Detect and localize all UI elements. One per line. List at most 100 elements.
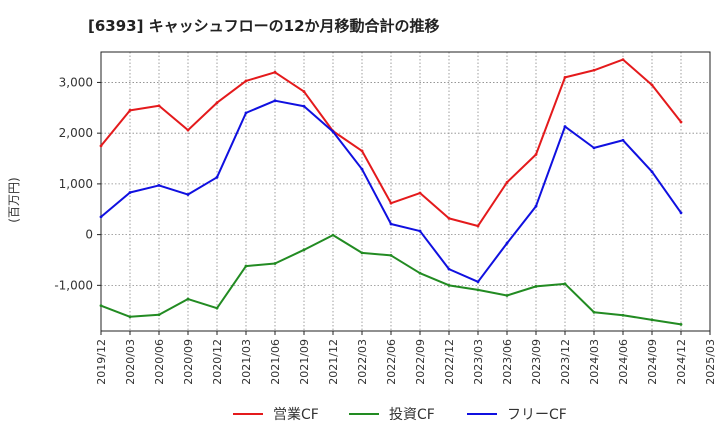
data-point [273, 99, 277, 103]
data-point [650, 318, 654, 322]
y-tick-label: 3,000 [59, 75, 93, 89]
series-lines [99, 58, 683, 326]
data-point [128, 191, 132, 194]
x-tick-label: 2024/12 [675, 339, 688, 385]
data-point [389, 201, 393, 205]
x-tick-label: 2023/12 [559, 339, 572, 385]
data-point [128, 108, 132, 112]
data-point [186, 128, 190, 132]
data-point [99, 144, 103, 148]
legend-label: 営業CF [273, 407, 319, 423]
y-tick-label: 1,000 [59, 177, 93, 191]
legend-label: 投資CF [389, 407, 435, 423]
data-point [505, 180, 509, 184]
x-tick-label: 2024/03 [588, 339, 601, 385]
data-point [592, 146, 596, 150]
legend: 営業CF 投資CF フリーCF [233, 407, 567, 423]
data-point [679, 120, 683, 124]
data-point [447, 216, 451, 220]
legend-label: フリーCF [507, 407, 567, 423]
data-point [621, 138, 625, 142]
x-tick-label: 2022/09 [414, 339, 427, 385]
data-point [389, 222, 393, 226]
data-point [505, 241, 509, 245]
x-tick-label: 2022/03 [356, 339, 369, 385]
data-point [679, 323, 683, 326]
x-axis-ticks: 2019/12 2020/03 2020/06 2020/09 2020/12 2021/… [95, 331, 717, 385]
data-point [244, 264, 248, 268]
data-point [563, 75, 567, 79]
data-point [157, 184, 161, 187]
plot-area-frame [100, 51, 711, 332]
data-point [360, 167, 364, 171]
data-point [186, 193, 190, 196]
data-point [302, 90, 306, 93]
data-point [302, 104, 306, 108]
data-point [273, 70, 277, 74]
x-tick-label: 2021/03 [240, 339, 253, 385]
data-point [476, 224, 480, 228]
x-tick-label: 2022/06 [385, 339, 398, 385]
data-point [215, 306, 219, 310]
data-point [215, 101, 219, 105]
data-point [360, 251, 364, 255]
data-point [621, 58, 625, 62]
data-point [563, 282, 567, 286]
data-point [331, 130, 335, 134]
data-point [476, 288, 480, 292]
y-tick-label: 2,000 [59, 126, 93, 140]
x-tick-label: 2020/09 [182, 339, 195, 385]
data-point [476, 280, 480, 284]
x-tick-label: 2025/03 [704, 339, 717, 385]
data-point [534, 204, 538, 208]
data-point [447, 283, 451, 287]
x-tick-label: 2020/12 [211, 339, 224, 385]
data-point [244, 79, 248, 83]
data-point [418, 229, 422, 233]
data-point [244, 111, 248, 115]
data-point [505, 294, 509, 297]
data-point [99, 304, 103, 308]
data-point [592, 310, 596, 314]
data-point [592, 68, 596, 72]
x-tick-label: 2024/09 [646, 339, 659, 385]
data-point [215, 175, 219, 179]
data-point [273, 262, 277, 265]
data-point [563, 125, 567, 128]
y-tick-label: -1,000 [54, 278, 93, 292]
data-point [534, 153, 538, 156]
x-tick-label: 2021/06 [269, 339, 282, 385]
data-point [418, 191, 422, 195]
data-point [650, 170, 654, 174]
data-point [302, 248, 306, 252]
x-tick-label: 2020/06 [153, 339, 166, 385]
data-point [679, 211, 683, 215]
data-point [389, 254, 393, 257]
data-point [418, 271, 422, 275]
y-axis-label: (百万円) [7, 177, 21, 222]
x-tick-label: 2023/06 [501, 339, 514, 385]
data-point [186, 297, 190, 301]
x-tick-label: 2023/09 [530, 339, 543, 385]
data-point [360, 149, 364, 153]
data-point [650, 83, 654, 87]
y-axis-ticks: -1,000 0 1,000 2,000 3,000 [54, 75, 101, 292]
data-point [157, 313, 161, 317]
data-point [99, 215, 103, 219]
x-tick-label: 2021/12 [327, 339, 340, 385]
data-point [128, 315, 132, 319]
chart-title: [6393] キャッシュフローの12か月移動合計の推移 [88, 17, 440, 35]
x-tick-label: 2020/03 [124, 339, 137, 385]
x-tick-label: 2024/06 [617, 339, 630, 385]
data-point [157, 104, 161, 108]
data-point [621, 313, 625, 317]
data-point [447, 267, 451, 271]
data-point [534, 284, 538, 288]
x-tick-label: 2023/03 [472, 339, 485, 385]
x-tick-label: 2021/09 [298, 339, 311, 385]
x-tick-label: 2022/12 [443, 339, 456, 385]
y-tick-label: 0 [85, 228, 93, 242]
data-point [331, 233, 335, 237]
